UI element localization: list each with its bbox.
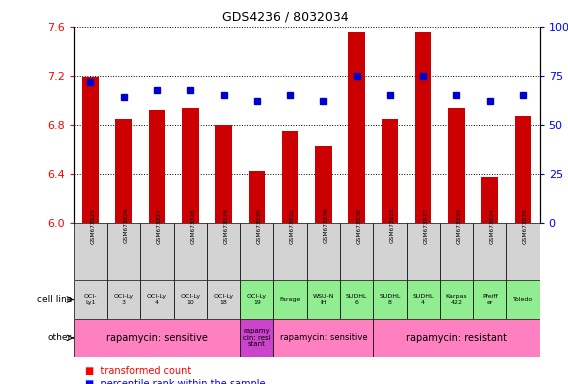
Bar: [249, 171, 265, 223]
Text: ■  transformed count: ■ transformed count: [85, 366, 191, 376]
FancyBboxPatch shape: [240, 223, 273, 280]
FancyBboxPatch shape: [307, 223, 340, 280]
Text: SUDHL
4: SUDHL 4: [412, 294, 434, 305]
FancyBboxPatch shape: [407, 223, 440, 280]
Text: Karpas
422: Karpas 422: [446, 294, 467, 305]
Text: Pfeiff
er: Pfeiff er: [482, 294, 498, 305]
Bar: [382, 119, 398, 223]
FancyBboxPatch shape: [140, 223, 174, 280]
Text: GSM673834: GSM673834: [490, 208, 495, 243]
Bar: [82, 77, 99, 223]
FancyBboxPatch shape: [473, 280, 506, 319]
Text: GSM673830: GSM673830: [257, 208, 262, 243]
Bar: [515, 116, 531, 223]
FancyBboxPatch shape: [340, 280, 373, 319]
Text: GSM673835: GSM673835: [523, 208, 528, 243]
FancyBboxPatch shape: [373, 223, 407, 280]
Text: GSM673829: GSM673829: [224, 208, 228, 243]
FancyBboxPatch shape: [140, 280, 174, 319]
FancyBboxPatch shape: [74, 319, 240, 357]
Bar: [149, 110, 165, 223]
FancyBboxPatch shape: [506, 223, 540, 280]
FancyBboxPatch shape: [107, 280, 140, 319]
Text: ■  percentile rank within the sample: ■ percentile rank within the sample: [85, 379, 266, 384]
Bar: [315, 146, 332, 223]
Text: OCI-Ly
19: OCI-Ly 19: [247, 294, 267, 305]
FancyBboxPatch shape: [207, 223, 240, 280]
Bar: [282, 131, 298, 223]
FancyBboxPatch shape: [307, 280, 340, 319]
Text: GSM673826: GSM673826: [124, 208, 129, 243]
FancyBboxPatch shape: [506, 280, 540, 319]
Text: OCI-Ly
10: OCI-Ly 10: [180, 294, 201, 305]
Text: Farage: Farage: [279, 297, 300, 302]
FancyBboxPatch shape: [473, 223, 506, 280]
Bar: [215, 125, 232, 223]
Bar: [482, 177, 498, 223]
Text: rapamycin: sensitive: rapamycin: sensitive: [279, 333, 367, 343]
Text: GSM673831: GSM673831: [390, 208, 395, 243]
FancyBboxPatch shape: [74, 280, 107, 319]
FancyBboxPatch shape: [107, 223, 140, 280]
Text: GSM673833: GSM673833: [457, 208, 461, 243]
Text: GSM673827: GSM673827: [157, 208, 162, 243]
FancyBboxPatch shape: [240, 280, 273, 319]
FancyBboxPatch shape: [273, 319, 373, 357]
Text: GSM673832: GSM673832: [290, 208, 295, 243]
Text: rapamy
cin: resi
stant: rapamy cin: resi stant: [243, 328, 270, 348]
FancyBboxPatch shape: [273, 223, 307, 280]
Text: cell line: cell line: [37, 295, 72, 304]
FancyBboxPatch shape: [407, 280, 440, 319]
FancyBboxPatch shape: [174, 280, 207, 319]
Text: OCI-Ly
4: OCI-Ly 4: [147, 294, 167, 305]
Text: GDS4236 / 8032034: GDS4236 / 8032034: [222, 10, 348, 23]
FancyBboxPatch shape: [340, 223, 373, 280]
Text: GSM673838: GSM673838: [357, 208, 362, 243]
FancyBboxPatch shape: [273, 280, 307, 319]
FancyBboxPatch shape: [440, 280, 473, 319]
Text: WSU-N
IH: WSU-N IH: [312, 294, 334, 305]
Text: GSM673837: GSM673837: [423, 208, 428, 243]
FancyBboxPatch shape: [440, 223, 473, 280]
Text: rapamycin: resistant: rapamycin: resistant: [406, 333, 507, 343]
Text: SUDHL
6: SUDHL 6: [346, 294, 367, 305]
Bar: [115, 119, 132, 223]
Bar: [415, 32, 432, 223]
Text: GSM673828: GSM673828: [190, 208, 195, 243]
Text: Toledo: Toledo: [513, 297, 533, 302]
Text: other: other: [48, 333, 72, 343]
Text: SUDHL
8: SUDHL 8: [379, 294, 400, 305]
Bar: [182, 108, 199, 223]
FancyBboxPatch shape: [373, 280, 407, 319]
Text: OCI-Ly
18: OCI-Ly 18: [214, 294, 233, 305]
Text: OCI-Ly
3: OCI-Ly 3: [114, 294, 134, 305]
FancyBboxPatch shape: [174, 223, 207, 280]
FancyBboxPatch shape: [373, 319, 540, 357]
FancyBboxPatch shape: [240, 319, 273, 357]
Text: GSM673825: GSM673825: [90, 208, 95, 243]
FancyBboxPatch shape: [207, 280, 240, 319]
FancyBboxPatch shape: [74, 223, 107, 280]
Bar: [448, 108, 465, 223]
Text: GSM673836: GSM673836: [323, 208, 328, 243]
Bar: [348, 32, 365, 223]
Text: OCI-
Ly1: OCI- Ly1: [83, 294, 97, 305]
Text: rapamycin: sensitive: rapamycin: sensitive: [106, 333, 208, 343]
